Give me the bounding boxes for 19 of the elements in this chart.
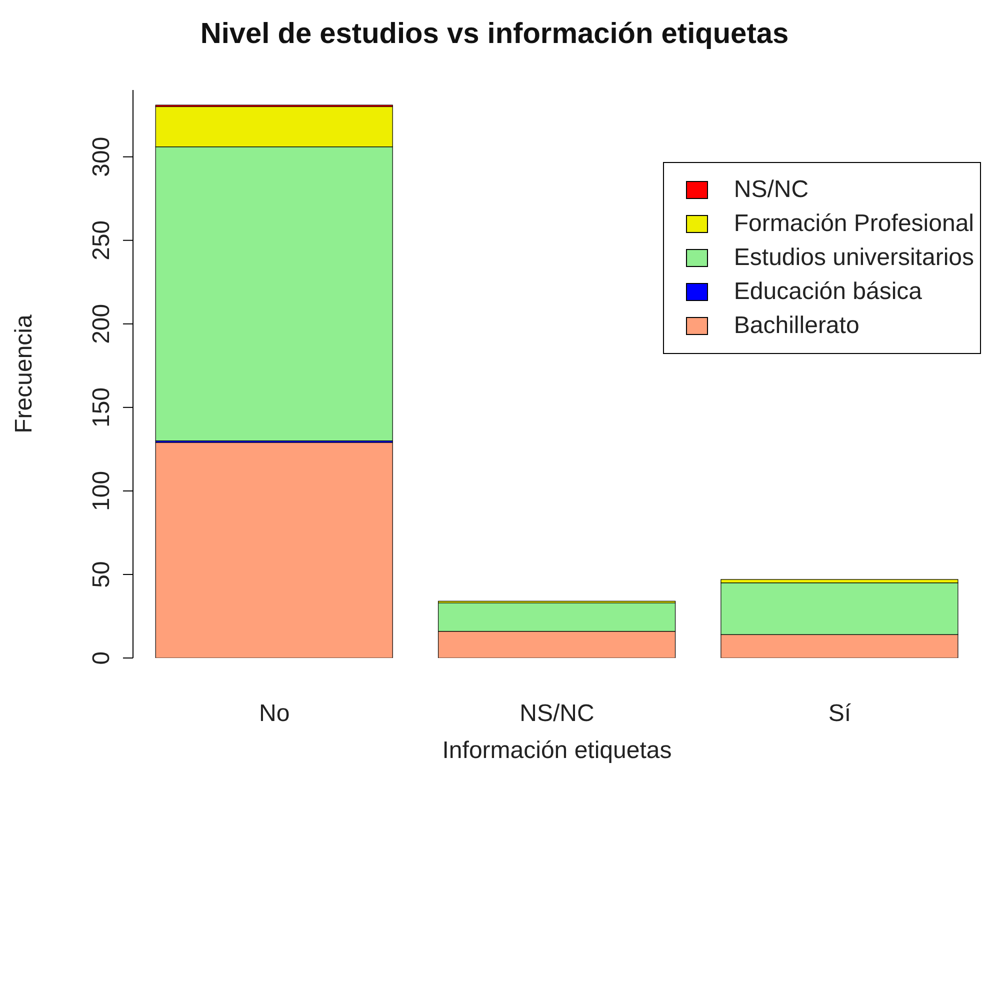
chart-title: Nivel de estudios vs información etiquetas [199, 17, 790, 52]
y-tick-label: 0 [88, 651, 115, 665]
x-tick-label: Sí [828, 700, 852, 728]
x-axis-title: Información etiquetas [442, 737, 672, 764]
y-tick-label: 200 [88, 304, 115, 344]
y-tick-label: 300 [88, 136, 115, 177]
legend-label: NS/NC [734, 176, 809, 204]
bar [155, 442, 393, 658]
legend-label: Formación Profesional [734, 210, 974, 238]
legend-label: Educación básica [734, 278, 922, 306]
x-tick-label: No [258, 700, 290, 728]
y-tick-label: 100 [88, 470, 115, 511]
legend-label: Bachillerato [734, 312, 860, 340]
x-tick-label: NS/NC [520, 700, 594, 728]
y-tick-label: 150 [88, 387, 115, 428]
legend-label: Estudios universitarios [734, 244, 974, 272]
y-tick-label: 50 [88, 561, 115, 588]
y-axis-title: Frecuencia [10, 314, 38, 434]
y-tick-label: 250 [88, 220, 115, 260]
